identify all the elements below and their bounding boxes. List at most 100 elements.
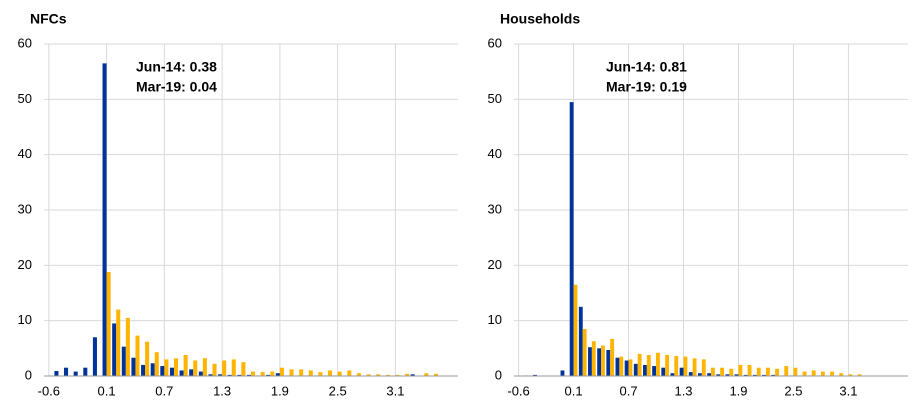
x-tick-label: 0.1 — [565, 383, 583, 398]
bar — [395, 374, 400, 376]
x-tick-label: 1.9 — [729, 383, 747, 398]
annotation: Jun-14: 0.38 — [136, 59, 217, 75]
bar — [601, 345, 605, 376]
x-tick-label: 3.1 — [386, 383, 404, 398]
y-tick-label: 20 — [18, 257, 32, 272]
x-tick-label: 0.7 — [155, 383, 173, 398]
bar — [251, 371, 256, 376]
bar — [366, 374, 371, 376]
bar — [656, 352, 660, 376]
bar — [661, 367, 666, 376]
bar — [752, 374, 757, 376]
bar — [218, 374, 223, 376]
bar — [318, 372, 323, 376]
bar — [237, 374, 242, 376]
bar — [116, 309, 121, 376]
bar — [160, 366, 165, 376]
bar — [193, 360, 198, 376]
y-tick-label: 10 — [488, 312, 502, 327]
bar — [765, 367, 770, 376]
bar — [578, 306, 583, 376]
bar — [241, 362, 246, 376]
bar — [222, 360, 227, 376]
bar — [560, 370, 565, 376]
bar — [246, 374, 251, 376]
bar — [857, 374, 862, 376]
bar — [347, 370, 352, 376]
bar — [183, 354, 188, 376]
bar — [762, 374, 766, 376]
y-tick-label: 20 — [488, 257, 502, 272]
y-tick-label: 40 — [488, 146, 502, 161]
x-tick-label: 1.9 — [271, 383, 289, 398]
bar — [820, 371, 825, 376]
x-tick-label: 3.1 — [839, 383, 857, 398]
bar — [633, 363, 638, 376]
x-tick-label: 0.7 — [619, 383, 637, 398]
bar — [711, 367, 715, 376]
bar — [848, 374, 853, 376]
bar — [738, 364, 743, 376]
bar — [106, 271, 111, 376]
bar — [747, 364, 752, 376]
bar — [169, 367, 174, 376]
bar — [619, 356, 624, 376]
bar — [624, 360, 629, 376]
bar — [784, 366, 789, 376]
bar — [328, 370, 333, 376]
bar — [771, 374, 776, 376]
bar — [356, 373, 361, 376]
bar — [73, 371, 78, 376]
y-tick-label: 0 — [495, 367, 502, 382]
bar — [697, 373, 702, 376]
bar — [141, 364, 146, 376]
bar — [102, 63, 107, 376]
bar — [145, 341, 150, 376]
x-tick-label: -0.6 — [507, 383, 529, 398]
bar — [131, 357, 136, 376]
bar — [121, 346, 126, 376]
bar — [582, 328, 587, 376]
bar — [266, 374, 271, 376]
bar — [275, 373, 280, 376]
bar — [54, 371, 59, 376]
bar — [299, 369, 304, 376]
bar — [606, 349, 611, 376]
bar — [179, 370, 184, 376]
annotation: Mar-19: 0.19 — [606, 79, 687, 95]
annotation: Jun-14: 0.81 — [606, 59, 687, 75]
y-tick-label: 40 — [18, 146, 32, 161]
bar — [433, 373, 438, 376]
bar — [802, 371, 807, 376]
bar — [135, 335, 140, 376]
bar — [643, 364, 647, 376]
bar — [683, 356, 688, 376]
y-tick-label: 30 — [18, 201, 32, 216]
bar — [150, 363, 155, 376]
bar — [637, 353, 642, 376]
bar — [173, 358, 179, 376]
bar — [688, 372, 693, 376]
bar — [198, 371, 203, 376]
bar — [692, 358, 697, 376]
bar — [729, 368, 734, 376]
bar — [573, 284, 578, 376]
y-tick-label: 30 — [488, 201, 502, 216]
bar — [164, 359, 169, 376]
chart-title: NFCs — [30, 11, 67, 27]
bar — [270, 371, 275, 376]
bar — [720, 367, 725, 376]
bar — [64, 367, 69, 376]
bar — [279, 367, 284, 376]
bar — [830, 371, 834, 376]
bar — [597, 348, 602, 376]
annotation: Mar-19: 0.04 — [136, 79, 217, 95]
bar — [125, 317, 130, 376]
bar — [665, 354, 670, 376]
bar — [569, 102, 574, 376]
y-tick-label: 60 — [488, 35, 502, 50]
bar — [674, 356, 679, 376]
bar — [743, 374, 748, 376]
bar — [793, 367, 798, 376]
